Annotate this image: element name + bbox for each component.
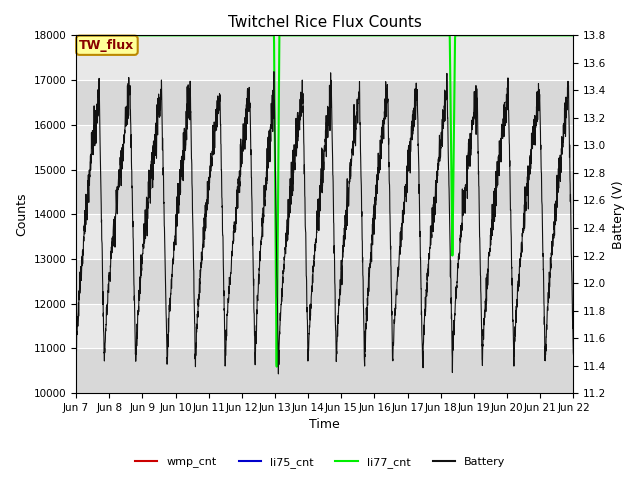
Title: Twitchel Rice Flux Counts: Twitchel Rice Flux Counts [228,15,422,30]
Bar [76,348,573,393]
Text: TW_flux: TW_flux [79,39,134,52]
Bar [76,169,573,214]
Y-axis label: Counts: Counts [15,192,28,236]
Legend: wmp_cnt, li75_cnt, li77_cnt, Battery: wmp_cnt, li75_cnt, li77_cnt, Battery [131,452,509,472]
Bar [76,80,573,125]
Bar [76,214,573,259]
Bar [76,259,573,304]
Bar [76,36,573,80]
Bar [76,125,573,169]
Y-axis label: Battery (V): Battery (V) [612,180,625,249]
X-axis label: Time: Time [309,419,340,432]
Bar [76,304,573,348]
